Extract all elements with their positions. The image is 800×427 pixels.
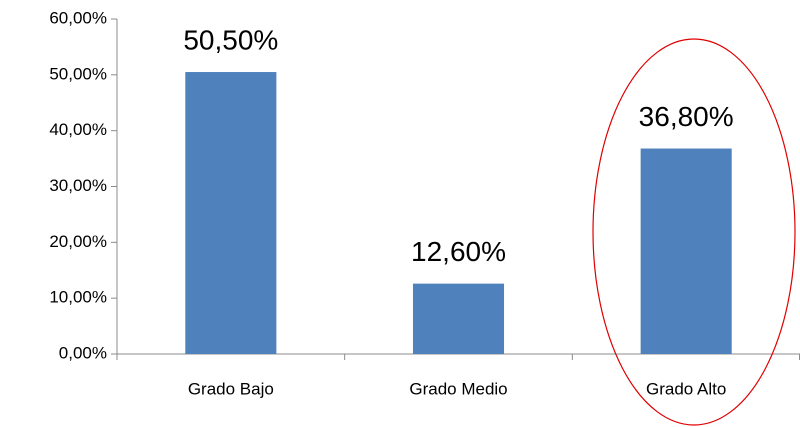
y-tick-label: 10,00%	[49, 288, 107, 307]
y-tick-label: 40,00%	[49, 120, 107, 139]
value-label: 36,80%	[639, 101, 734, 132]
y-tick-label: 30,00%	[49, 176, 107, 195]
highlight-ellipse	[592, 38, 796, 426]
x-tick-label: Grado Medio	[409, 379, 507, 398]
bar	[185, 72, 277, 355]
y-tick-label: 20,00%	[49, 232, 107, 251]
value-label: 12,60%	[411, 236, 506, 267]
y-tick-label: 0,00%	[59, 343, 107, 362]
bar	[640, 148, 732, 354]
x-tick-label: Grado Alto	[646, 379, 726, 398]
y-tick-label: 60,00%	[49, 8, 107, 27]
x-tick-label: Grado Bajo	[188, 379, 274, 398]
value-label: 50,50%	[183, 24, 278, 55]
y-tick-label: 50,00%	[49, 64, 107, 83]
bar	[412, 283, 505, 354]
